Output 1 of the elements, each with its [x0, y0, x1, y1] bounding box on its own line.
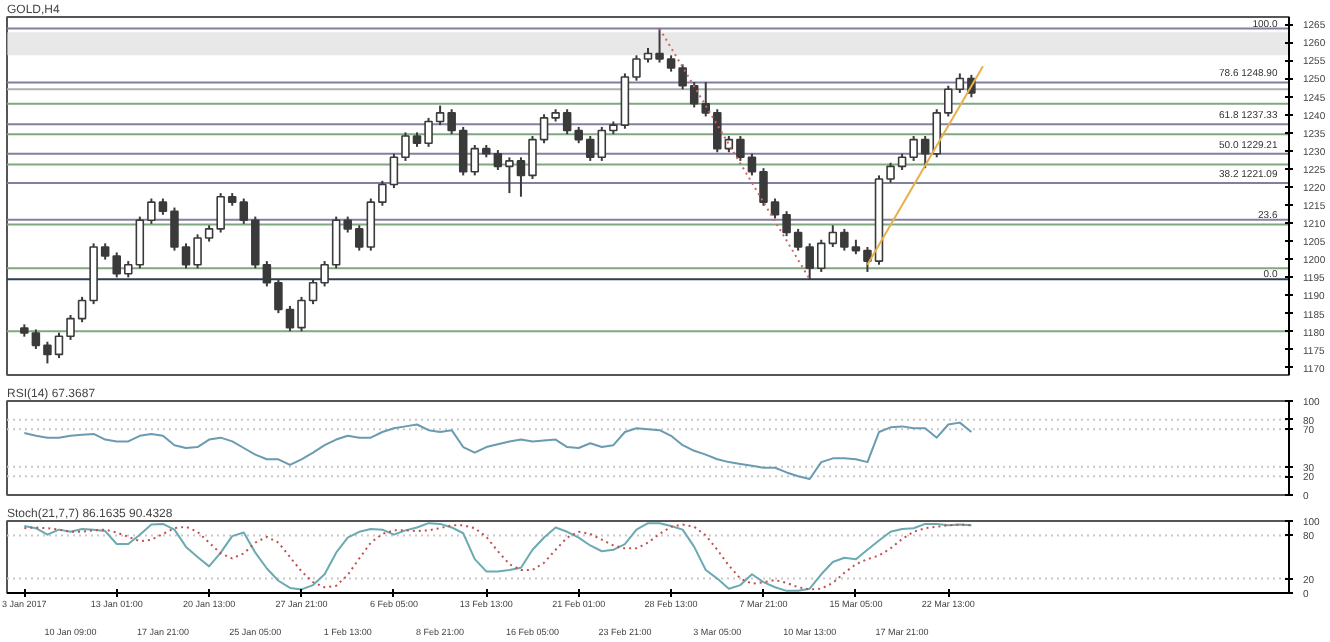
line-series: [23, 421, 973, 481]
